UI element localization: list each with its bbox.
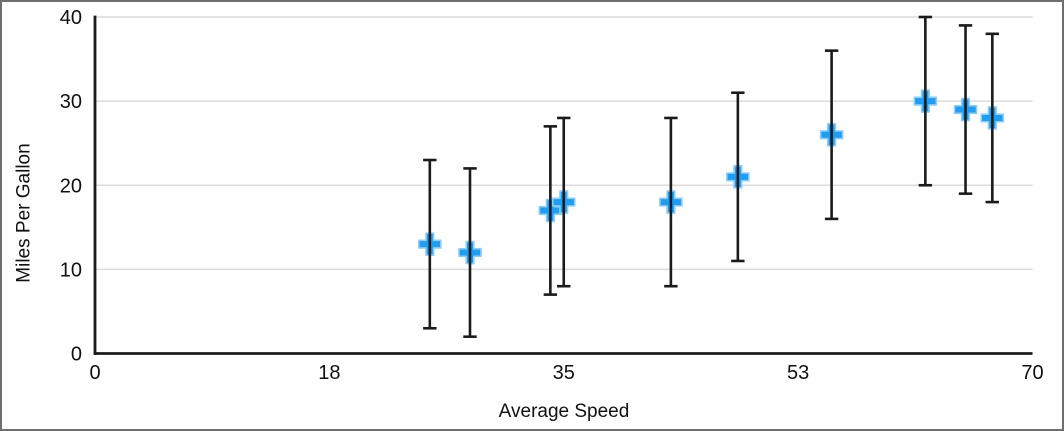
y-tick-label: 40 bbox=[60, 7, 82, 29]
x-tick-label: 0 bbox=[89, 362, 100, 384]
y-tick-label: 10 bbox=[60, 259, 82, 281]
y-tick-label: 20 bbox=[60, 175, 82, 197]
x-tick-label: 70 bbox=[1021, 362, 1043, 384]
x-tick-label: 53 bbox=[787, 362, 809, 384]
x-axis-title: Average Speed bbox=[498, 401, 630, 422]
x-tick-label: 18 bbox=[318, 362, 340, 384]
y-tick-label: 0 bbox=[71, 344, 82, 366]
x-tick-label: 35 bbox=[553, 362, 575, 384]
y-axis-title: Miles Per Gallon bbox=[13, 143, 35, 283]
y-tick-label: 30 bbox=[60, 91, 82, 113]
